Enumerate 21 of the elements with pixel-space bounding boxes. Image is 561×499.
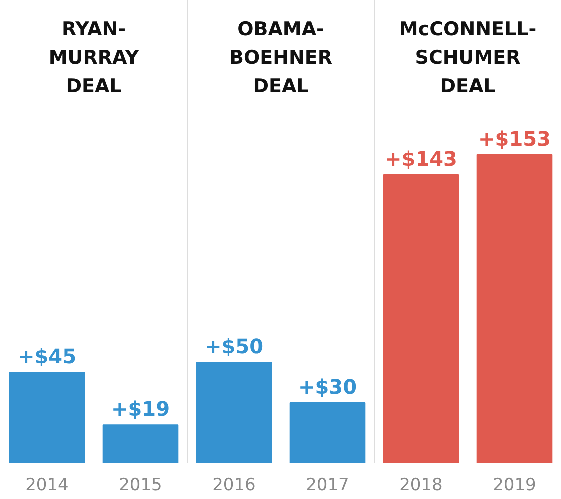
x-tick-label: 2019 [493,476,536,496]
bar [102,424,179,464]
x-tick-label: 2017 [306,476,350,496]
data-label: +$153 [478,126,551,151]
bar [383,174,460,464]
x-tick-label: 2018 [400,476,443,496]
x-tick-label: 2014 [26,476,69,496]
data-label: +$143 [385,147,458,172]
data-label: +$30 [298,374,358,399]
bar [196,362,272,464]
bar [9,372,86,464]
text: McCONNELL- SCHUMER DEAL [399,18,537,98]
data-label: +$50 [204,334,264,359]
text: OBAMA- BOEHNER DEAL [229,18,333,98]
bar [290,402,366,464]
data-label: +$19 [111,397,170,422]
x-tick-label: 2016 [212,476,256,496]
data-label: +$45 [18,344,77,369]
text: RYAN- MURRAY DEAL [48,18,140,98]
x-tick-label: 2015 [119,476,162,496]
bar [476,154,553,464]
